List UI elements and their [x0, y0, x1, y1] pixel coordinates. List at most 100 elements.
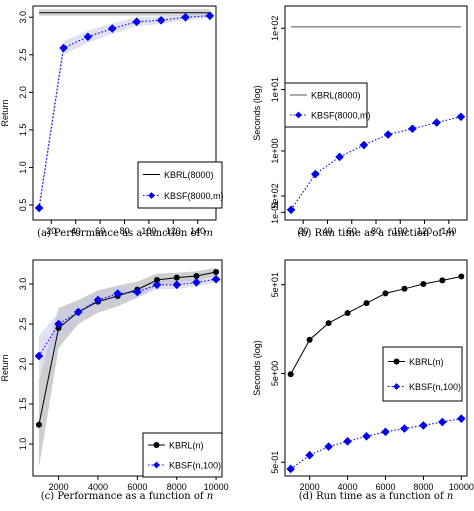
- y-tick-label: 1.5: [18, 124, 28, 137]
- x-tick-label: 40: [71, 226, 81, 236]
- legend-marker: [295, 111, 302, 119]
- data-point: [381, 427, 390, 437]
- data-point: [359, 140, 369, 150]
- data-point: [419, 421, 428, 430]
- x-tick-label: 60: [95, 226, 105, 236]
- data-point: [152, 280, 162, 290]
- data-point: [325, 320, 332, 327]
- y-axis-label: Seconds (log): [252, 340, 262, 396]
- confidence-band: [38, 276, 217, 376]
- data-point: [457, 414, 466, 423]
- x-tick-label: 2000: [49, 482, 69, 492]
- data-point: [439, 277, 446, 284]
- data-point: [286, 205, 296, 215]
- x-tick-label: 140: [190, 226, 205, 236]
- x-tick-label: 120: [166, 226, 181, 236]
- y-tick-label: 2.0: [18, 86, 28, 99]
- x-tick-label: 140: [441, 226, 456, 236]
- data-point: [107, 24, 117, 33]
- data-point: [172, 280, 182, 290]
- x-tick-label: 6000: [127, 482, 147, 492]
- data-point: [408, 124, 417, 134]
- data-point: [35, 421, 42, 428]
- data-point: [173, 274, 180, 281]
- data-point: [343, 437, 352, 446]
- data-point: [181, 12, 190, 22]
- y-tick-label: 5e-01: [270, 451, 280, 474]
- data-point: [59, 43, 68, 53]
- legend-marker: [148, 192, 155, 199]
- data-point: [335, 152, 344, 162]
- data-point: [34, 203, 44, 213]
- legend-label: KBRL(n): [169, 441, 204, 451]
- figure-caption: (d) Run time as a function of n: [299, 491, 454, 502]
- data-point: [83, 32, 93, 42]
- data-point: [93, 295, 103, 305]
- data-point: [73, 307, 83, 317]
- series-line: [290, 275, 462, 375]
- legend-box: [142, 432, 223, 478]
- y-tick-label: 1e+01: [270, 77, 280, 102]
- legend: KBRL(8000) KBSF(8000,m): [284, 82, 371, 128]
- y-tick-label: 3.0: [18, 11, 28, 24]
- figure-caption: (c) Performance as a function of n: [41, 491, 213, 502]
- legend-label: KBRL(8000): [311, 91, 361, 101]
- legend: KBRL(8000) KBSF(8000,m): [137, 161, 224, 209]
- y-tick-label: 5e+02: [270, 183, 280, 208]
- x-tick-label: 4000: [338, 482, 358, 492]
- confidence-band: [38, 268, 217, 468]
- data-point: [193, 273, 200, 279]
- data-point: [438, 417, 447, 427]
- y-axis-label: Return: [0, 99, 10, 126]
- data-point: [432, 118, 441, 127]
- x-tick-label: 20: [298, 226, 308, 236]
- data-point: [383, 130, 393, 139]
- figure-caption: (a) Performance as a function of m: [37, 228, 213, 239]
- data-point: [420, 280, 427, 287]
- y-tick-label: 5e+01: [270, 272, 280, 297]
- legend-label: KBSF(n,100): [169, 461, 221, 471]
- data-point: [113, 289, 122, 298]
- x-tick-label: 2000: [300, 482, 320, 492]
- y-tick-label: 2.0: [18, 358, 28, 371]
- legend: KBRL(n) KBSF(n,100): [142, 432, 223, 478]
- y-tick-label: 1e-01: [270, 201, 280, 224]
- data-point: [311, 169, 320, 179]
- data-point: [54, 319, 63, 329]
- data-point: [286, 464, 295, 474]
- legend-marker: [153, 442, 160, 448]
- data-point: [156, 15, 166, 25]
- x-tick-label: 100: [141, 226, 156, 236]
- data-point: [213, 269, 220, 275]
- x-tick-label: 80: [371, 226, 381, 236]
- data-point: [192, 278, 201, 287]
- series-line: [38, 278, 217, 357]
- x-tick-label: 60: [347, 226, 357, 236]
- data-point: [362, 432, 371, 441]
- data-point: [458, 273, 465, 280]
- y-tick-label: 1.5: [18, 398, 28, 411]
- x-tick-label: 8000: [167, 482, 187, 492]
- y-tick-label: 2.5: [18, 49, 28, 62]
- x-tick-label: 8000: [413, 482, 433, 492]
- data-point: [154, 277, 161, 283]
- legend-box: [382, 346, 463, 402]
- data-point: [400, 424, 409, 433]
- x-tick-label: 80: [119, 226, 129, 236]
- y-tick-label: 1.0: [18, 161, 28, 174]
- series-line: [38, 271, 217, 425]
- legend-box: [137, 161, 223, 209]
- legend-label: KBRL(8000): [164, 170, 214, 180]
- legend: KBRL(n) KBSF(n,100): [382, 346, 463, 402]
- x-tick-label: 10000: [449, 482, 474, 492]
- data-point: [132, 17, 142, 27]
- y-tick-label: 5e+00: [270, 361, 280, 386]
- data-point: [306, 336, 313, 343]
- legend-label: KBRL(n): [409, 357, 444, 367]
- x-tick-label: 10000: [204, 482, 229, 492]
- legend-marker: [393, 383, 400, 390]
- chart-panel-4: 2000 4000 6000 8000 10000 5e-01 5e+00 5e+01 5e+0…: [252, 183, 474, 492]
- data-point: [205, 11, 215, 21]
- series-line: [38, 15, 210, 209]
